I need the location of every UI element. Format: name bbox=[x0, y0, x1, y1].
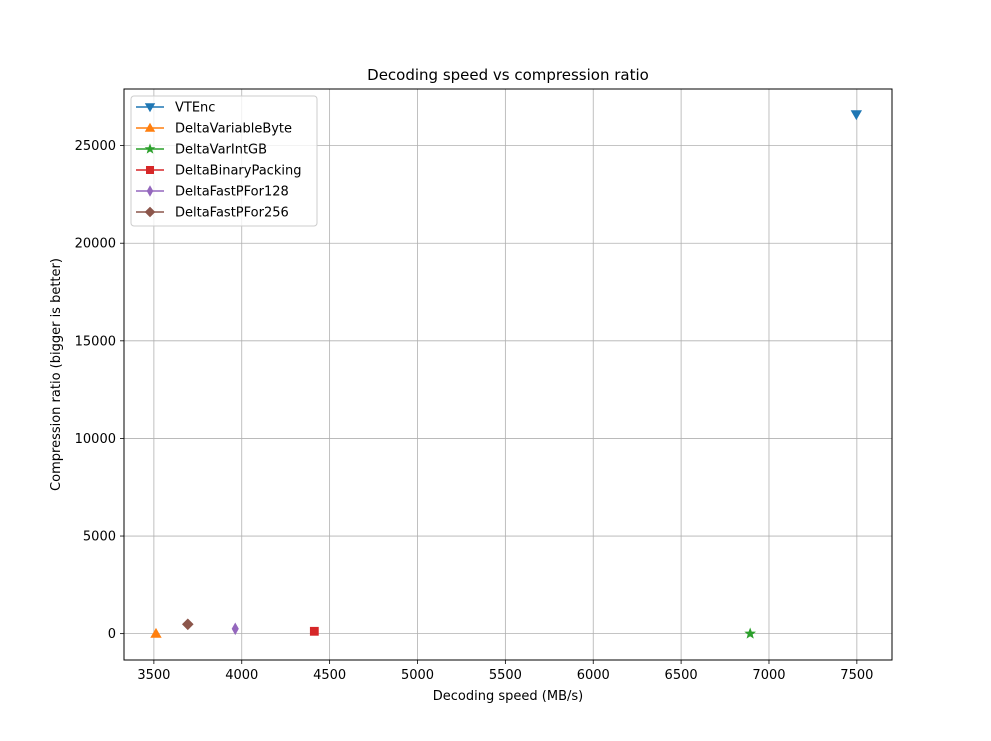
x-axis-ticks: 3500 4000 4500 5000 5500 6000 6500 7000 7500 bbox=[137, 660, 873, 683]
legend-entry-vtenc: VTEnc bbox=[136, 101, 215, 116]
legend: VTEnc DeltaVariableByte DeltaVarIntGB Delta… bbox=[130, 95, 318, 227]
data-point-deltavarintgb bbox=[744, 627, 757, 639]
x-tick-label: 4000 bbox=[225, 668, 258, 683]
legend-box bbox=[130, 95, 318, 227]
y-tick-label: 5000 bbox=[83, 530, 116, 545]
x-tick-label: 6500 bbox=[665, 668, 698, 683]
y-axis-label: Compression ratio (bigger is better) bbox=[49, 258, 64, 491]
data-point-deltafastpfor256 bbox=[181, 618, 194, 631]
x-axis-label: Decoding speed (MB/s) bbox=[433, 689, 583, 704]
x-tick-label: 5000 bbox=[401, 668, 434, 683]
legend-label: DeltaFastPFor128 bbox=[175, 185, 289, 200]
data-point-deltabinarypacking bbox=[309, 626, 319, 636]
legend-entry-deltavariablebyte: DeltaVariableByte bbox=[136, 122, 292, 137]
chart-title: Decoding speed vs compression ratio bbox=[367, 66, 649, 84]
data-point-deltavariablebyte bbox=[150, 627, 162, 638]
x-tick-label: 7500 bbox=[840, 668, 873, 683]
legend-entry-deltafastpfor128: DeltaFastPFor128 bbox=[136, 185, 289, 200]
x-tick-label: 7000 bbox=[752, 668, 785, 683]
y-tick-label: 15000 bbox=[75, 334, 116, 349]
legend-marker bbox=[144, 143, 156, 154]
plot-frame bbox=[123, 88, 893, 661]
y-tick-label: 10000 bbox=[75, 432, 116, 447]
legend-entry-deltabinarypacking: DeltaBinaryPacking bbox=[136, 164, 301, 179]
legend-entry-deltafastpfor256: DeltaFastPFor256 bbox=[136, 206, 289, 221]
legend-marker bbox=[144, 206, 156, 218]
legend-entry-deltavarintgb: DeltaVarIntGB bbox=[136, 143, 267, 158]
legend-marker bbox=[146, 185, 154, 197]
legend-label: VTEnc bbox=[175, 101, 215, 116]
y-axis-ticks: 0 5000 10000 15000 20000 25000 bbox=[75, 139, 124, 642]
legend-label: DeltaFastPFor256 bbox=[175, 206, 289, 221]
legend-marker bbox=[144, 103, 156, 113]
data-point-vtenc bbox=[850, 110, 863, 121]
x-tick-label: 3500 bbox=[137, 668, 170, 683]
legend-label: DeltaBinaryPacking bbox=[175, 164, 301, 179]
data-points bbox=[150, 110, 863, 639]
x-tick-label: 5500 bbox=[489, 668, 522, 683]
legend-marker bbox=[144, 122, 156, 132]
data-point-deltafastpfor128 bbox=[231, 622, 239, 636]
legend-marker bbox=[145, 165, 154, 174]
legend-label: DeltaVarIntGB bbox=[175, 143, 267, 158]
grid bbox=[124, 89, 892, 660]
y-tick-label: 25000 bbox=[75, 139, 116, 154]
x-tick-label: 4500 bbox=[313, 668, 346, 683]
legend-label: DeltaVariableByte bbox=[175, 122, 292, 137]
y-tick-label: 0 bbox=[108, 627, 116, 642]
y-tick-label: 20000 bbox=[75, 237, 116, 252]
x-tick-label: 6000 bbox=[577, 668, 610, 683]
